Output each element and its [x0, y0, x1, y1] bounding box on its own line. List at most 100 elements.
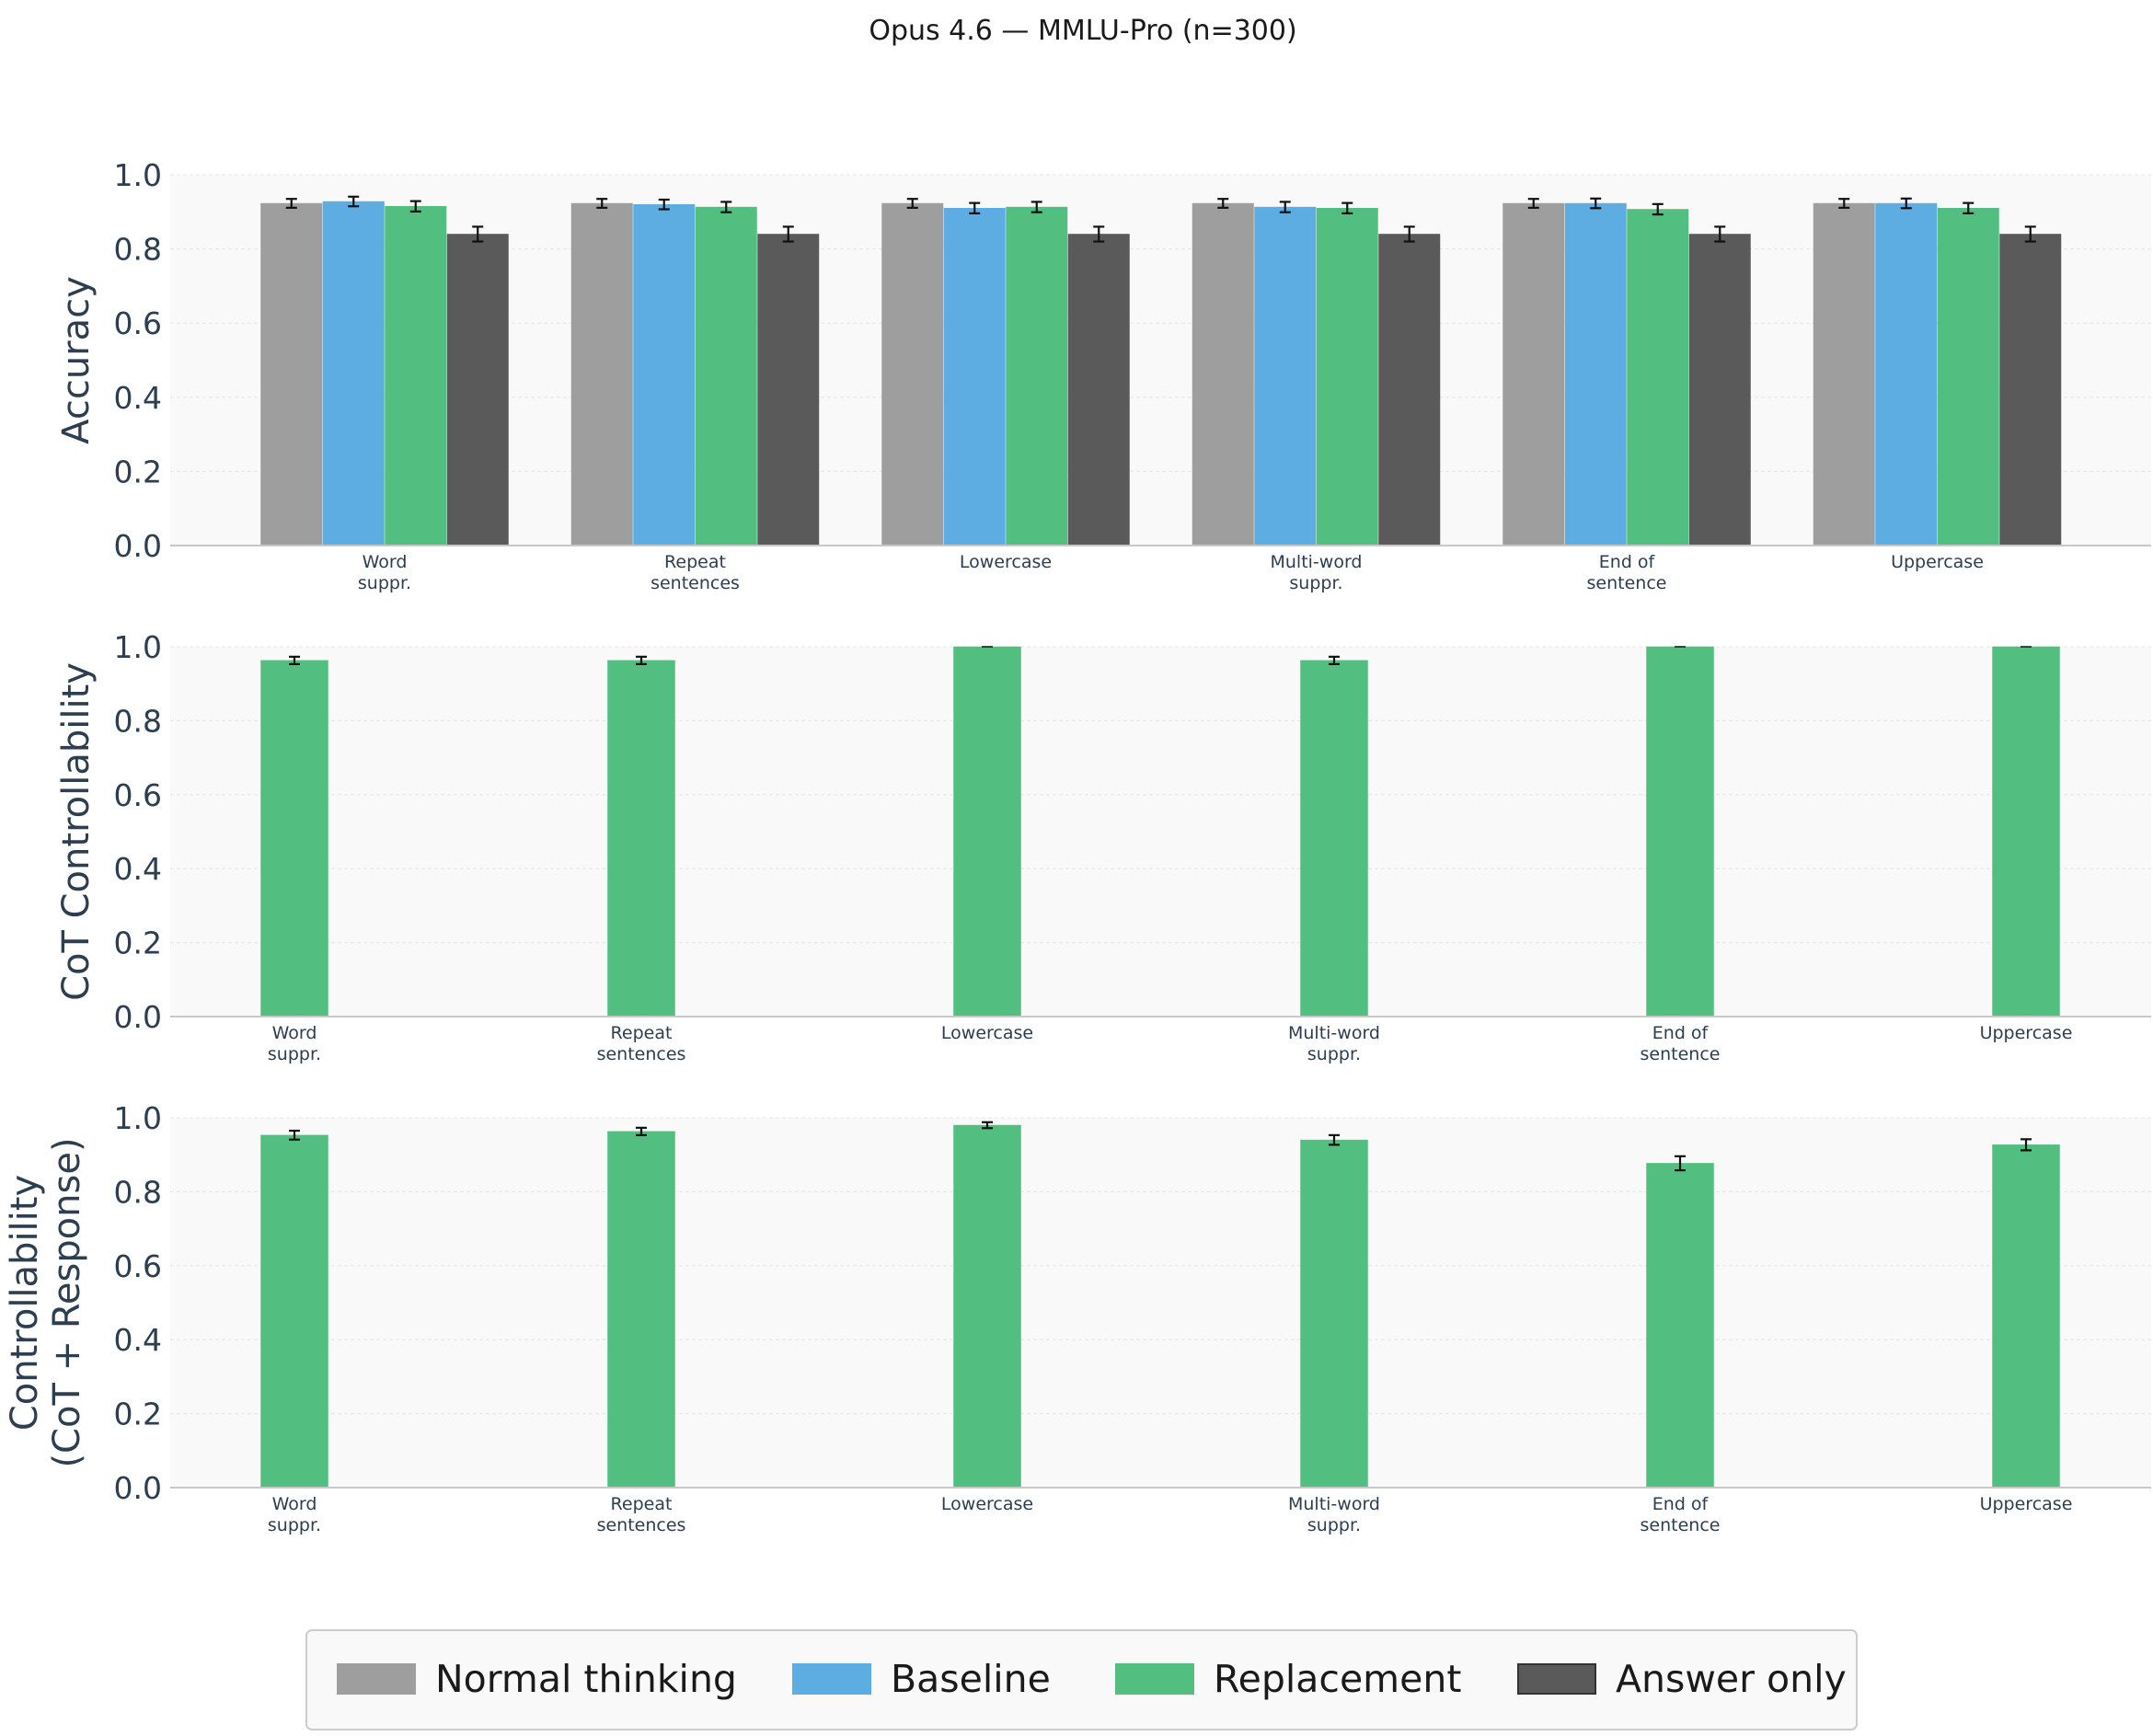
x-tick-label: Multi-word suppr.: [1270, 552, 1362, 593]
error-bar: [285, 198, 297, 209]
x-tick-label: Word suppr.: [268, 1494, 321, 1535]
error-bar: [2021, 1138, 2032, 1152]
bar-baseline-end-of-sentence: [1564, 202, 1627, 546]
bar-normal-thinking-multi-word-suppr: [1192, 202, 1254, 546]
bar-normal-thinking-uppercase: [1813, 202, 1875, 546]
x-tick-label: Repeat sentences: [651, 552, 740, 593]
bar-answer-only-word-suppr: [446, 234, 509, 546]
error-bar: [289, 655, 300, 665]
y-tick-label: 1.0: [114, 1100, 162, 1136]
y-tick-label: 0.0: [114, 1470, 162, 1506]
x-tick-label: Uppercase: [1891, 552, 1984, 572]
bar-replacement-uppercase: [1937, 208, 1999, 546]
legend-label: Normal thinking: [435, 1657, 737, 1701]
y-axis-label: Controllability(CoT + Response): [4, 1137, 88, 1467]
plot-area: [170, 1118, 2151, 1488]
error-bar: [782, 225, 794, 243]
error-bar: [1714, 225, 1726, 243]
plot-area: [170, 647, 2151, 1017]
bar-replacement-word-suppr: [385, 206, 447, 546]
y-tick-label: 0.2: [114, 454, 162, 489]
y-tick-label: 1.0: [114, 157, 162, 193]
error-bar: [348, 195, 360, 208]
bar-replacement-lowercase: [1006, 206, 1068, 546]
error-bar: [1341, 201, 1353, 215]
x-tick-label: Lowercase: [941, 1023, 1033, 1043]
legend-label: Replacement: [1214, 1657, 1461, 1701]
bar-answer-only-end-of-sentence: [1688, 234, 1751, 546]
error-bar: [1329, 1133, 1340, 1146]
x-tick-label: Repeat sentences: [597, 1023, 686, 1064]
x-tick-label: Uppercase: [1980, 1023, 2073, 1043]
legend-item-replacement: Replacement: [1115, 1657, 1461, 1701]
bar-replacement-end-of-sentence: [1627, 209, 1689, 546]
legend-swatch: [337, 1663, 416, 1695]
error-bar: [658, 198, 670, 211]
legend-swatch: [792, 1663, 871, 1695]
bar-normal-thinking-repeat-sentences: [570, 202, 633, 546]
controllability-cot-response-panel: 0.0 0.2 0.4 0.6 0.8 1.0 Word suppr. Repeat senten…: [4, 1100, 2151, 1535]
x-tick-label: Word suppr.: [268, 1023, 321, 1064]
error-bar: [906, 198, 918, 209]
bar-normal-thinking-lowercase: [881, 202, 944, 546]
x-tick-label: Multi-word suppr.: [1288, 1494, 1380, 1535]
x-tick-label: End of sentence: [1641, 1023, 1721, 1064]
y-tick-label: 0.8: [114, 703, 162, 739]
error-bar: [1900, 197, 1912, 210]
bar-replacement-end-of-sentence: [1646, 1163, 1714, 1489]
error-bar: [1403, 225, 1415, 243]
y-tick-label: 0.6: [114, 305, 162, 341]
y-tick-label: 0.4: [114, 851, 162, 887]
error-bar: [1527, 198, 1539, 209]
y-tick-label: 0.2: [114, 1397, 162, 1432]
y-axis-label: Accuracy: [55, 276, 98, 444]
bar-replacement-repeat-sentences: [607, 660, 675, 1017]
bar-replacement-repeat-sentences: [695, 206, 757, 546]
error-bar: [409, 200, 421, 213]
x-tick-label: Lowercase: [941, 1494, 1033, 1514]
x-tick-label: End of sentence: [1641, 1494, 1721, 1535]
legend-item-normal-thinking: Normal thinking: [337, 1657, 737, 1701]
error-bar: [1675, 1155, 1686, 1172]
error-bar: [472, 225, 484, 243]
cot-controllability-panel: 0.0 0.2 0.4 0.6 0.8 1.0 Word suppr. Repeat senten…: [55, 629, 2151, 1064]
accuracy-panel: 0.0 0.2 0.4 0.6 0.8 1.0 Word suppr. Repeat senten…: [55, 157, 2151, 593]
legend-swatch: [1115, 1663, 1194, 1695]
error-bar: [636, 1126, 647, 1136]
error-bar: [596, 198, 608, 209]
x-tick-label: Word suppr.: [358, 552, 411, 593]
bar-normal-thinking-word-suppr: [260, 202, 323, 546]
x-tick-label: Multi-word suppr.: [1288, 1023, 1380, 1064]
y-tick-label: 0.8: [114, 232, 162, 268]
y-tick-label: 0.0: [114, 528, 162, 564]
x-tick-label: Lowercase: [960, 552, 1052, 572]
bar-replacement-lowercase: [953, 1124, 1021, 1489]
bar-replacement-uppercase: [1992, 646, 2060, 1017]
y-tick-label: 0.6: [114, 1248, 162, 1284]
bar-replacement-word-suppr: [260, 660, 328, 1017]
y-tick-label: 0.6: [114, 777, 162, 813]
legend-item-answer-only: Answer only: [1517, 1657, 1847, 1701]
bar-replacement-uppercase: [1992, 1144, 2060, 1489]
error-bar: [720, 201, 732, 213]
x-tick-label: Repeat sentences: [597, 1494, 686, 1535]
error-bar: [969, 201, 981, 215]
error-bar: [1652, 202, 1664, 216]
error-bar: [1279, 201, 1291, 213]
legend-label: Answer only: [1616, 1657, 1847, 1701]
legend-box: [305, 1629, 1858, 1730]
bar-answer-only-uppercase: [1999, 234, 2062, 546]
error-bar: [1838, 198, 1850, 209]
y-tick-label: 0.2: [114, 925, 162, 961]
error-bar: [2024, 225, 2036, 243]
x-tick-label: End of sentence: [1587, 552, 1667, 593]
bar-replacement-multi-word-suppr: [1300, 660, 1368, 1017]
bar-normal-thinking-end-of-sentence: [1502, 202, 1565, 546]
error-bar: [636, 655, 647, 665]
error-bar: [289, 1129, 300, 1141]
y-axis-label: CoT Controllability: [55, 662, 98, 1001]
bar-baseline-uppercase: [1875, 202, 1938, 546]
error-bar: [1963, 201, 1975, 215]
bar-replacement-multi-word-suppr: [1300, 1139, 1368, 1489]
